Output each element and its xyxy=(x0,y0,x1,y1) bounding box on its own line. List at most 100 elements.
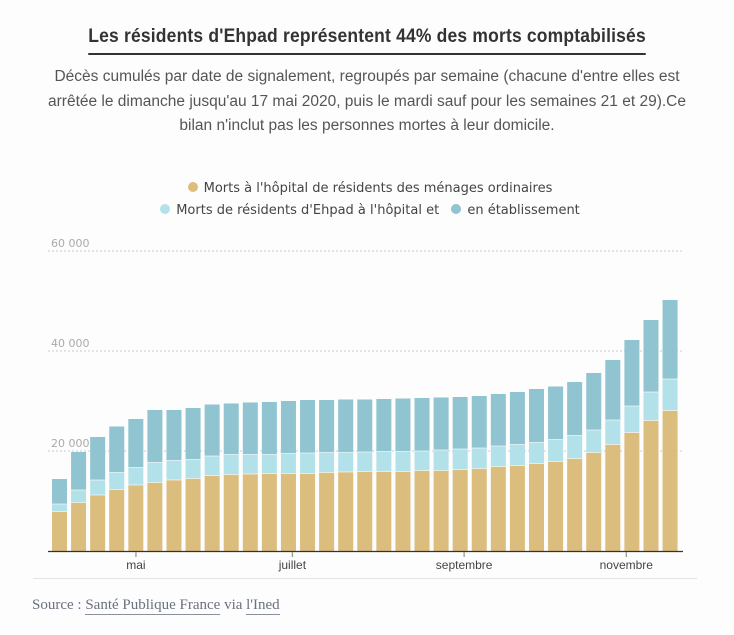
divider xyxy=(33,578,697,579)
bar xyxy=(242,402,258,551)
bar xyxy=(376,399,392,551)
segment-ehpad-hopital xyxy=(52,504,67,512)
segment-ehpad-etablissement xyxy=(52,479,67,504)
segment-ehpad-hopital xyxy=(223,454,239,475)
segment-ehpad-etablissement xyxy=(509,392,525,445)
bar xyxy=(166,410,182,551)
bar xyxy=(71,452,87,551)
segment-menages xyxy=(147,482,163,551)
segment-ehpad-etablissement xyxy=(71,452,87,490)
segment-ehpad-hopital xyxy=(643,392,659,421)
bar xyxy=(357,399,373,551)
legend-dot-ehpad-etablissement-icon xyxy=(451,204,462,214)
segment-ehpad-etablissement xyxy=(166,410,182,461)
segment-ehpad-hopital xyxy=(109,472,125,490)
segment-ehpad-etablissement xyxy=(376,399,392,452)
segment-ehpad-hopital xyxy=(300,453,316,474)
segment-ehpad-etablissement xyxy=(605,360,621,420)
legend-row-2: Morts de résidents d'Ehpad à l'hôpital e… xyxy=(0,200,734,222)
source-middle: via xyxy=(220,597,247,613)
segment-ehpad-hopital xyxy=(128,467,144,485)
bar xyxy=(300,400,316,551)
segment-ehpad-hopital xyxy=(509,444,525,466)
segment-ehpad-hopital xyxy=(605,420,621,445)
y-tick-label: 40 000 xyxy=(51,337,90,350)
segment-ehpad-etablissement xyxy=(280,401,296,454)
segment-menages xyxy=(242,474,258,551)
segment-ehpad-etablissement xyxy=(471,396,487,448)
bar xyxy=(280,401,296,551)
bar xyxy=(490,394,506,551)
segment-ehpad-etablissement xyxy=(242,402,258,455)
bar xyxy=(605,360,621,551)
x-tick-label: septembre xyxy=(436,558,493,572)
bar xyxy=(185,408,201,551)
segment-ehpad-etablissement xyxy=(261,402,277,455)
segment-ehpad-etablissement xyxy=(109,426,125,473)
segment-menages xyxy=(204,475,220,551)
segment-ehpad-hopital xyxy=(586,430,602,453)
segment-ehpad-etablissement xyxy=(338,399,354,453)
bar xyxy=(662,300,678,551)
segment-ehpad-etablissement xyxy=(643,320,659,392)
segment-menages xyxy=(52,511,67,551)
segment-ehpad-hopital xyxy=(376,451,392,472)
bar xyxy=(395,398,411,551)
legend: Morts à l'hôpital de résidents des ménag… xyxy=(0,178,734,222)
segment-ehpad-hopital xyxy=(471,448,487,469)
segment-ehpad-hopital xyxy=(338,452,354,472)
chart-title: Les résidents d'Ehpad représentent 44% d… xyxy=(88,26,646,55)
segment-ehpad-hopital xyxy=(71,490,87,503)
y-tick-label: 20 000 xyxy=(51,437,90,450)
segment-ehpad-etablissement xyxy=(662,300,678,379)
bar xyxy=(624,340,640,551)
bar xyxy=(147,410,163,551)
source-line: Source : Santé Publique France via l'Ine… xyxy=(32,597,280,615)
bar xyxy=(414,398,430,551)
legend-dot-ehpad-hopital-icon xyxy=(160,204,171,214)
segment-menages xyxy=(185,478,201,551)
segment-ehpad-etablissement xyxy=(586,373,602,430)
segment-ehpad-etablissement xyxy=(624,340,640,406)
segment-menages xyxy=(395,471,411,551)
bar xyxy=(109,426,125,551)
legend-label-ehpad-etablissement: en établissement xyxy=(467,203,580,218)
segment-menages xyxy=(376,471,392,551)
segment-ehpad-etablissement xyxy=(128,419,144,468)
x-tick-label: novembre xyxy=(600,558,654,572)
segment-ehpad-etablissement xyxy=(319,400,335,453)
bar xyxy=(223,403,239,551)
bar xyxy=(509,392,525,551)
source-prefix: Source : xyxy=(32,597,86,613)
segment-menages xyxy=(433,470,449,551)
segment-ehpad-hopital xyxy=(490,446,506,467)
segment-ehpad-etablissement xyxy=(395,398,411,452)
segment-menages xyxy=(624,432,640,551)
segment-ehpad-hopital xyxy=(548,439,564,462)
source-link-sante-publique-france[interactable]: Santé Publique France xyxy=(85,597,221,615)
chart-title-wrap: Les résidents d'Ehpad représentent 44% d… xyxy=(0,26,734,55)
source-link-ined[interactable]: l'Ined xyxy=(246,597,280,615)
segment-ehpad-etablissement xyxy=(223,403,239,455)
segment-menages xyxy=(261,473,277,551)
segment-menages xyxy=(223,474,239,551)
segment-ehpad-etablissement xyxy=(529,389,544,443)
segment-ehpad-etablissement xyxy=(300,400,316,453)
bar xyxy=(52,479,67,551)
segment-ehpad-etablissement xyxy=(433,397,449,450)
x-axis: mai juillet septembre novembre xyxy=(48,550,683,572)
segment-ehpad-hopital xyxy=(452,449,468,470)
segment-menages xyxy=(128,485,144,551)
legend-label-ehpad-hopital: Morts de résidents d'Ehpad à l'hôpital e… xyxy=(176,203,440,218)
bar xyxy=(471,396,487,551)
segment-menages xyxy=(662,410,678,551)
segment-ehpad-etablissement xyxy=(452,397,468,449)
bar xyxy=(128,419,144,551)
segment-ehpad-etablissement xyxy=(490,394,506,446)
legend-row-1: Morts à l'hôpital de résidents des ménag… xyxy=(0,178,734,200)
bar xyxy=(586,373,602,551)
segment-menages xyxy=(71,502,87,551)
bar xyxy=(261,402,277,551)
bar xyxy=(452,397,468,551)
chart-subtitle: Décès cumulés par date de signalement, r… xyxy=(48,68,686,134)
